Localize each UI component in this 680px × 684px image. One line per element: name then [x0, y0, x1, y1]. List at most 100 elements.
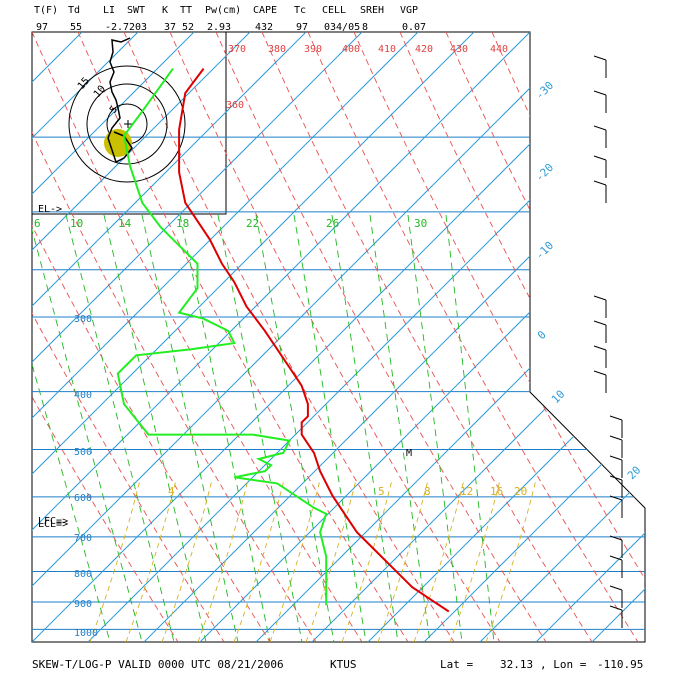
footer-lon-label: , Lon = — [540, 658, 587, 671]
moist-adiabat-tick-label: 4 — [168, 485, 175, 498]
mixing-ratio-line — [407, 214, 463, 642]
wind-barb-flag — [593, 90, 607, 96]
mixing-ratio-line — [255, 214, 335, 642]
hodograph-ring-label: 5 — [108, 104, 120, 116]
footer-title: SKEW-T/LOG-P VALID 0000 UTC 08/21/2006 — [32, 658, 284, 671]
isotherm-line — [32, 32, 419, 642]
header-label: K — [162, 5, 168, 16]
dry-adiabat — [123, 32, 455, 642]
wind-barb-flag — [609, 555, 623, 561]
moist-adiabat — [413, 479, 465, 642]
header-value: 432 — [255, 22, 273, 33]
dry-adiabat — [32, 32, 225, 642]
isotherm-tick-label: -10 — [533, 239, 556, 262]
isotherm-line — [32, 32, 195, 642]
moist-adiabat — [377, 479, 429, 642]
theta-tick-label: 410 — [378, 44, 396, 55]
wind-barb-flag — [593, 370, 607, 376]
pressure-tick-label: 600 — [74, 493, 92, 504]
header-value: 203 — [129, 22, 147, 33]
moist-adiabat — [341, 479, 393, 642]
moist-adiabat — [89, 479, 141, 642]
wind-barb-flag — [609, 435, 623, 441]
dry-adiabat — [537, 32, 645, 642]
theta-tick-label: 420 — [415, 44, 433, 55]
mixing-ratio-tick-label: 6 — [34, 217, 41, 230]
mixing-ratio-tick-label: 14 — [118, 217, 132, 230]
moist-adiabat — [125, 479, 177, 642]
dry-adiabat — [32, 32, 317, 642]
header-label: Tc — [294, 5, 306, 16]
theta-tick-label: 400 — [342, 44, 360, 55]
isotherm-line — [32, 32, 307, 642]
isotherm-line — [535, 32, 645, 642]
theta-tick-label: 440 — [490, 44, 508, 55]
dry-adiabat — [32, 32, 271, 642]
header-label: T(F) — [34, 5, 58, 16]
isotherm-tick-label: -30 — [533, 79, 556, 102]
isotherm-tick-label: 0 — [535, 328, 549, 342]
mixing-ratio-line — [103, 214, 207, 642]
mixing-ratio-line — [217, 214, 303, 642]
header-value: -2.7 — [105, 22, 129, 33]
header-label: CAPE — [253, 5, 277, 16]
footer-lat-label: Lat = — [440, 658, 473, 671]
pressure-tick-label: 700 — [74, 533, 92, 544]
dry-adiabat — [215, 32, 547, 642]
theta-tick-label: 430 — [450, 44, 468, 55]
isotherm-line — [648, 32, 680, 642]
isotherm-line — [0, 32, 26, 642]
pressure-tick-label: 500 — [74, 447, 92, 458]
isotherm-line — [32, 32, 363, 642]
isotherm-line — [591, 32, 645, 642]
footer-lat: 32.13 — [500, 658, 533, 671]
isotherm-line — [143, 32, 645, 642]
moist-adiabat-tick-label: 20 — [514, 485, 527, 498]
header-value: 034/05 — [324, 22, 360, 33]
mixing-ratio-tick-label: 22 — [246, 217, 259, 230]
mixing-ratio-line — [32, 214, 111, 642]
hodograph-box — [31, 31, 227, 215]
header-value: 52 — [182, 22, 194, 33]
hodograph-trace — [107, 37, 133, 164]
dry-adiabat — [261, 32, 593, 642]
wind-barb-flag — [609, 415, 623, 421]
header-value: 97 — [36, 22, 48, 33]
mixing-ratio-line — [179, 214, 271, 642]
isotherm-line — [367, 32, 645, 642]
isotherm-tick-label: 10 — [549, 388, 568, 407]
dry-adiabat — [307, 32, 639, 642]
mixing-ratio-line — [32, 214, 143, 642]
wind-barb-flag — [609, 495, 623, 501]
pressure-tick-label: 800 — [74, 569, 92, 580]
isotherm-line — [32, 32, 139, 642]
header-indices: T(F) 97 Td 55 LI -2.7 SWT 203 K 37 TT 52 Pw(cm) 2.93 C… — [34, 5, 426, 33]
pressure-tick-label: 400 — [74, 390, 92, 401]
mixing-ratio-line — [141, 214, 239, 642]
pressure-tick-label: 900 — [74, 599, 92, 610]
wind-barb-flag — [609, 475, 623, 481]
dry-adiabat — [629, 32, 645, 642]
wind-barb-flag — [609, 535, 623, 541]
wind-barbs — [593, 55, 623, 628]
header-value: 97 — [296, 22, 308, 33]
header-label: LI — [103, 5, 115, 16]
header-label: TT — [180, 5, 192, 16]
annotations: EL-> LFC=> LCL=> M — [38, 204, 412, 530]
grid-lines — [0, 32, 680, 642]
moist-adiabat-tick-label: 12 — [460, 485, 473, 498]
theta-tick-label: 360 — [226, 100, 244, 111]
isotherm-line — [32, 32, 587, 642]
dry-adiabat — [32, 32, 179, 642]
wind-barb-flag — [593, 295, 607, 301]
temperature-line — [178, 67, 450, 613]
dry-adiabat — [491, 32, 645, 642]
wind-barb-flag — [593, 55, 607, 61]
isotherm-line — [255, 32, 645, 642]
isotherm-line — [199, 32, 645, 642]
mixing-ratio-line — [331, 214, 399, 642]
header-label: Pw(cm) — [205, 5, 241, 16]
profile-series — [116, 67, 450, 613]
theta-tick-label: 390 — [304, 44, 322, 55]
